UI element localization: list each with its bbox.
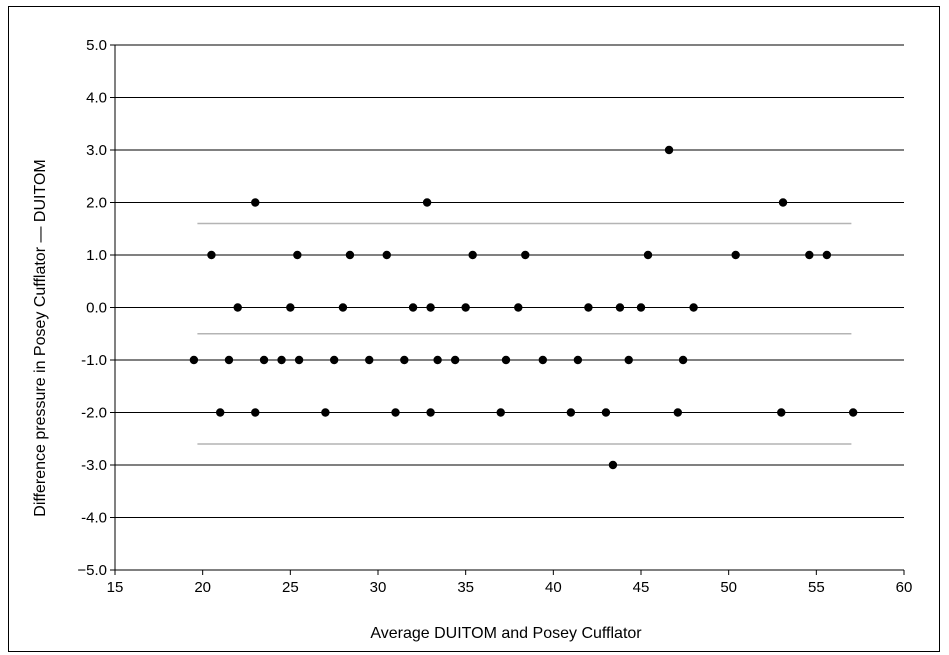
- data-point-11: [731, 250, 740, 260]
- y-tick-label-2: 3.0: [86, 142, 107, 159]
- data-point-25: [189, 355, 199, 365]
- data-points: [189, 145, 858, 470]
- data-point-5: [293, 250, 302, 260]
- data-point-40: [216, 408, 225, 417]
- data-point-27: [259, 355, 269, 365]
- x-tick-label-8: 55: [808, 579, 825, 596]
- y-axis-title: Difference pressure in Posey Cufflator —…: [32, 159, 49, 516]
- data-point-32: [400, 355, 409, 365]
- data-point-42: [321, 408, 330, 417]
- data-point-9: [521, 250, 530, 260]
- axes: [110, 44, 905, 575]
- data-point-46: [566, 408, 576, 417]
- data-point-21: [584, 303, 593, 312]
- data-point-18: [426, 303, 435, 312]
- y-tick-label-10: −5.0: [77, 562, 107, 579]
- data-point-44: [426, 408, 435, 417]
- data-point-39: [678, 355, 688, 365]
- chart-frame: [8, 6, 940, 652]
- data-point-30: [329, 355, 339, 365]
- x-axis-title: Average DUITOM and Posey Cufflator: [370, 625, 642, 642]
- data-point-51: [608, 460, 618, 470]
- gridlines: [115, 44, 904, 518]
- data-point-43: [391, 408, 400, 417]
- data-point-22: [615, 303, 625, 312]
- x-tick-label-7: 50: [720, 579, 737, 596]
- x-tick-label-1: 20: [194, 579, 211, 596]
- data-point-15: [286, 303, 295, 312]
- data-point-6: [345, 250, 355, 260]
- data-point-19: [461, 303, 470, 312]
- y-tick-label-3: 2.0: [86, 195, 107, 212]
- data-point-12: [805, 250, 814, 260]
- data-point-24: [689, 303, 698, 312]
- x-tick-label-9: 60: [896, 579, 913, 596]
- data-point-14: [233, 303, 242, 312]
- reference-lines: [197, 222, 852, 445]
- data-point-8: [468, 250, 477, 260]
- data-point-4: [207, 250, 216, 260]
- y-tick-label-7: -2.0: [81, 405, 107, 422]
- data-point-23: [636, 303, 646, 312]
- y-tick-label-4: 1.0: [86, 247, 107, 264]
- x-tick-label-6: 45: [633, 579, 650, 596]
- y-tick-label-9: -4.0: [81, 510, 107, 527]
- data-point-50: [848, 408, 858, 417]
- data-point-13: [822, 250, 832, 260]
- y-tick-label-0: 5.0: [86, 37, 107, 54]
- data-point-34: [450, 355, 460, 365]
- data-point-1: [422, 198, 432, 207]
- data-point-28: [277, 355, 286, 365]
- x-tick-label-4: 35: [457, 579, 474, 596]
- data-point-45: [496, 408, 505, 417]
- x-tick-label-2: 25: [282, 579, 299, 596]
- data-point-0: [251, 198, 260, 207]
- y-tick-label-6: -1.0: [81, 352, 107, 369]
- data-point-37: [573, 355, 583, 365]
- y-tick-label-5: 0.0: [86, 300, 107, 317]
- data-point-35: [501, 355, 511, 365]
- data-point-33: [433, 355, 442, 365]
- data-point-29: [294, 355, 304, 365]
- data-point-17: [408, 303, 418, 312]
- data-point-20: [514, 303, 523, 312]
- data-point-49: [777, 408, 786, 417]
- y-tick-label-8: -3.0: [81, 457, 107, 474]
- data-point-2: [778, 198, 788, 207]
- data-point-3: [664, 145, 674, 155]
- y-tick-label-1: 4.0: [86, 90, 107, 107]
- data-point-48: [673, 408, 683, 417]
- data-point-26: [224, 355, 234, 365]
- data-point-38: [624, 355, 633, 365]
- x-tick-label-0: 15: [107, 579, 124, 596]
- data-point-16: [338, 303, 348, 312]
- data-point-7: [382, 250, 391, 260]
- data-point-41: [251, 408, 260, 417]
- tick-labels: 5.0 4.0 3.0 2.0 1.0 0.0 -1.0 -2.0 -3.0 -4.0 −5.015…: [77, 37, 912, 596]
- data-point-31: [365, 355, 374, 365]
- data-point-10: [643, 250, 653, 260]
- data-point-47: [601, 408, 611, 417]
- x-tick-label-5: 40: [545, 579, 562, 596]
- x-tick-label-3: 30: [370, 579, 387, 596]
- data-point-36: [538, 355, 548, 365]
